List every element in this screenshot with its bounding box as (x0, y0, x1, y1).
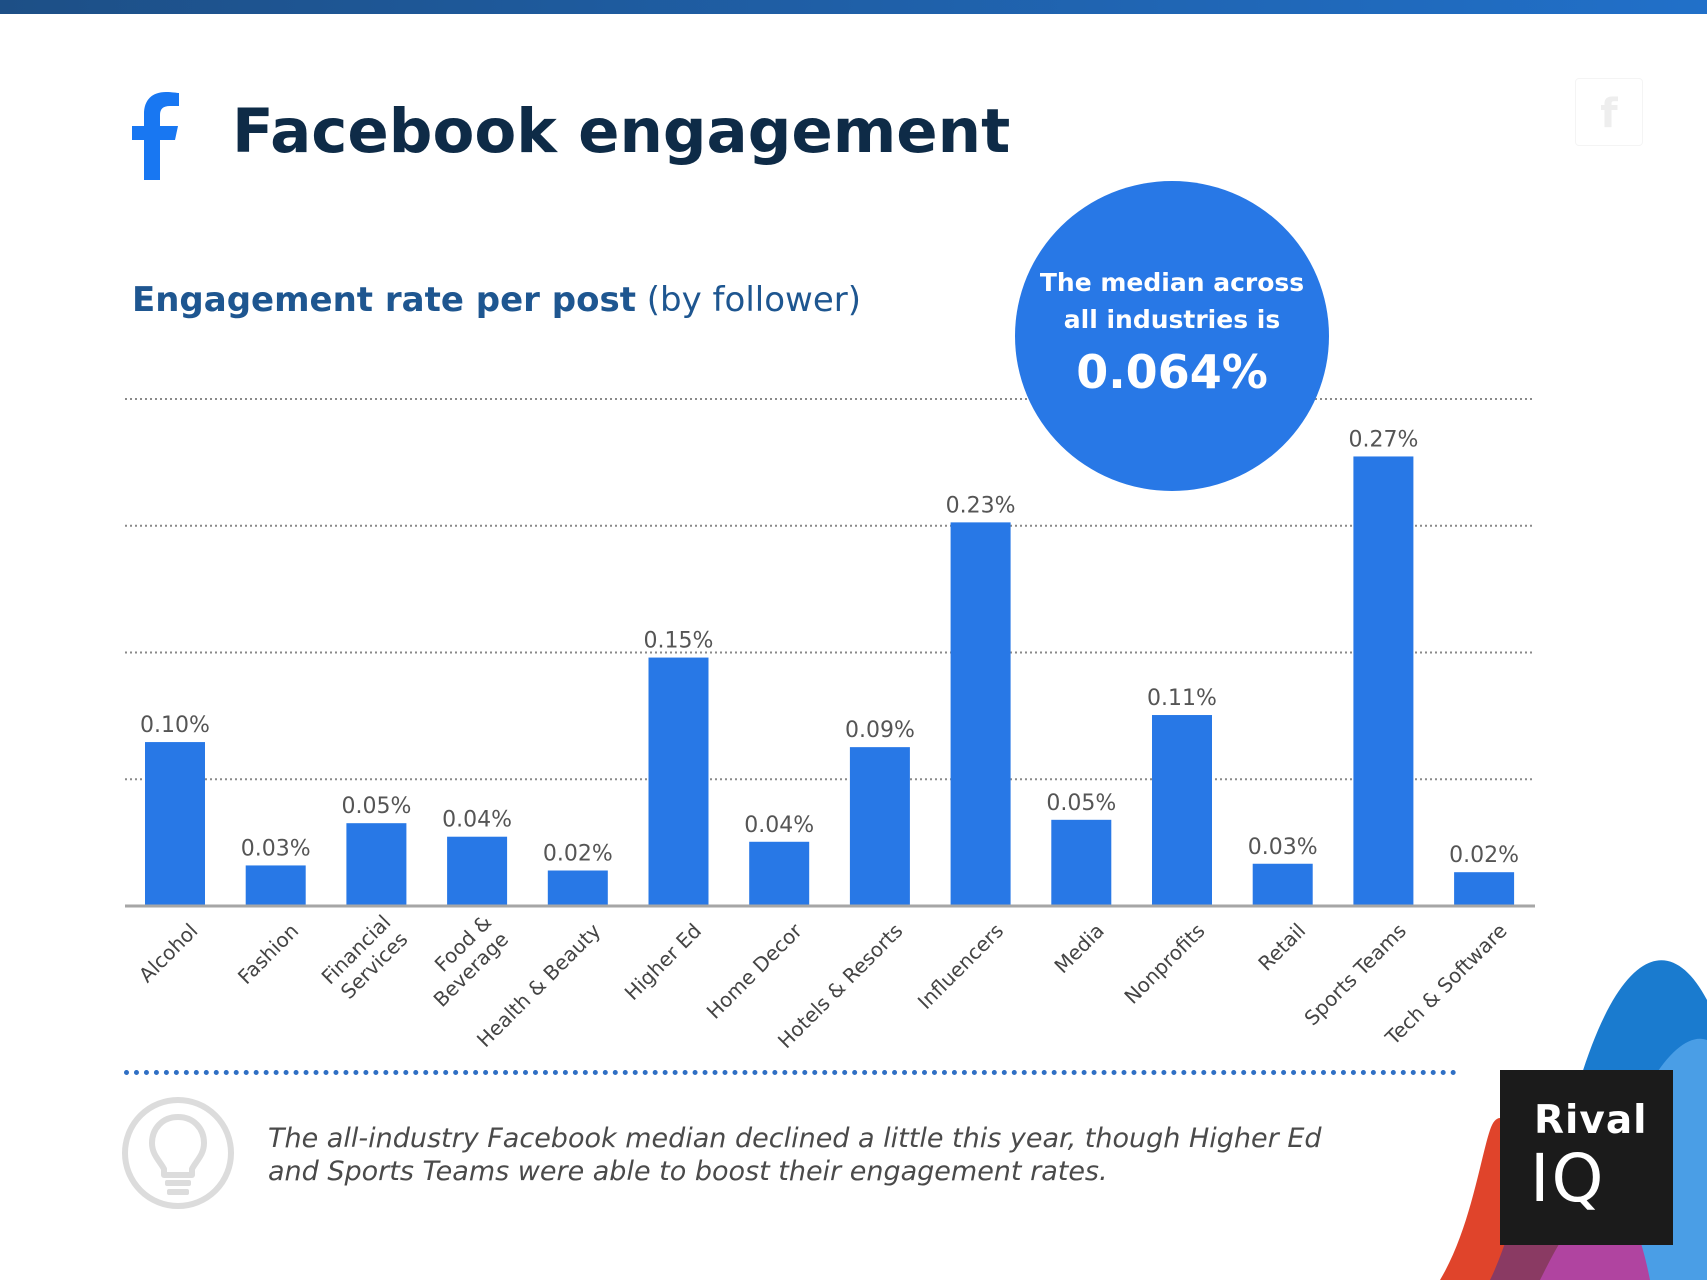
bar-2 (346, 823, 407, 906)
data-label-12: 0.27% (1348, 427, 1418, 452)
data-label-6: 0.04% (744, 813, 814, 838)
tick-label-line: Home Decor (702, 918, 808, 1024)
data-label-10: 0.11% (1147, 686, 1217, 711)
top-accent-bar (0, 0, 1707, 14)
tick-label-line: Media (1049, 919, 1108, 978)
bar-13 (1454, 872, 1515, 906)
bar-12 (1353, 456, 1414, 906)
bar-10 (1152, 715, 1212, 906)
tick-label-2: FinancialServices (317, 910, 413, 1006)
lightbulb-icon (122, 1097, 234, 1209)
bar-7 (849, 747, 910, 906)
median-text-line2: all industries is (1063, 305, 1281, 334)
bar-0 (145, 742, 205, 906)
facebook-watermark-icon: f (1575, 78, 1643, 146)
section-divider (124, 1070, 1457, 1075)
tick-label-1: Fashion (233, 919, 303, 989)
subtitle-bold: Engagement rate per post (132, 280, 636, 320)
rivaliq-logo-line1: Rival (1534, 1098, 1648, 1143)
bar-5 (648, 657, 709, 906)
bar-4 (547, 870, 608, 906)
bar-11 (1252, 863, 1313, 906)
data-label-7: 0.09% (845, 718, 915, 743)
tick-label-0: Alcohol (134, 919, 203, 988)
tick-label-5: Higher Ed (620, 919, 706, 1005)
data-label-3: 0.04% (442, 808, 512, 833)
data-label-5: 0.15% (644, 629, 714, 654)
rivaliq-logo: Rival IQ (1500, 1070, 1673, 1245)
tick-label-line: Higher Ed (620, 919, 706, 1005)
subtitle-light: (by follower) (646, 280, 861, 320)
page-title: Facebook engagement (232, 96, 1011, 167)
tick-label-8: Influencers (913, 919, 1008, 1014)
bar-3 (447, 836, 508, 906)
tick-label-line: Fashion (233, 919, 303, 989)
tick-label-9: Media (1049, 919, 1108, 978)
bar-1 (245, 865, 306, 906)
data-label-4: 0.02% (543, 842, 613, 867)
facebook-icon (132, 92, 179, 180)
median-value: 0.064% (1076, 345, 1268, 399)
data-label-2: 0.05% (341, 794, 411, 819)
rivaliq-logo-line2: IQ (1530, 1140, 1606, 1217)
tick-label-line: Influencers (913, 919, 1008, 1014)
insight-text: The all-industry Facebook median decline… (268, 1123, 1322, 1187)
data-label-1: 0.03% (241, 836, 311, 861)
bar-9 (1051, 819, 1112, 906)
tick-label-6: Home Decor (702, 918, 808, 1024)
tick-label-line: Alcohol (134, 919, 203, 988)
bar-6 (749, 841, 810, 906)
tick-label-10: Nonprofits (1119, 919, 1209, 1009)
data-label-8: 0.23% (946, 493, 1016, 518)
data-label-0: 0.10% (140, 713, 210, 738)
median-callout: The median across all industries is 0.06… (1015, 181, 1329, 491)
data-label-13: 0.02% (1449, 843, 1519, 868)
tick-label-3: Food &Beverage (412, 910, 514, 1012)
chart-subtitle: Engagement rate per post (by follower) (132, 280, 861, 320)
median-text-line1: The median across (1039, 268, 1305, 297)
tick-label-line: Retail (1253, 919, 1310, 976)
tick-label-line: Nonprofits (1119, 919, 1209, 1009)
data-label-9: 0.05% (1046, 791, 1116, 816)
data-label-11: 0.03% (1248, 835, 1318, 860)
bar-8 (950, 522, 1011, 906)
median-text: The median across all industries is (1015, 264, 1329, 338)
tick-label-11: Retail (1253, 919, 1310, 976)
bar-chart: 0.10% Alcohol 0.03% Fashion 0.05% FinancialSe… (125, 398, 1535, 1053)
